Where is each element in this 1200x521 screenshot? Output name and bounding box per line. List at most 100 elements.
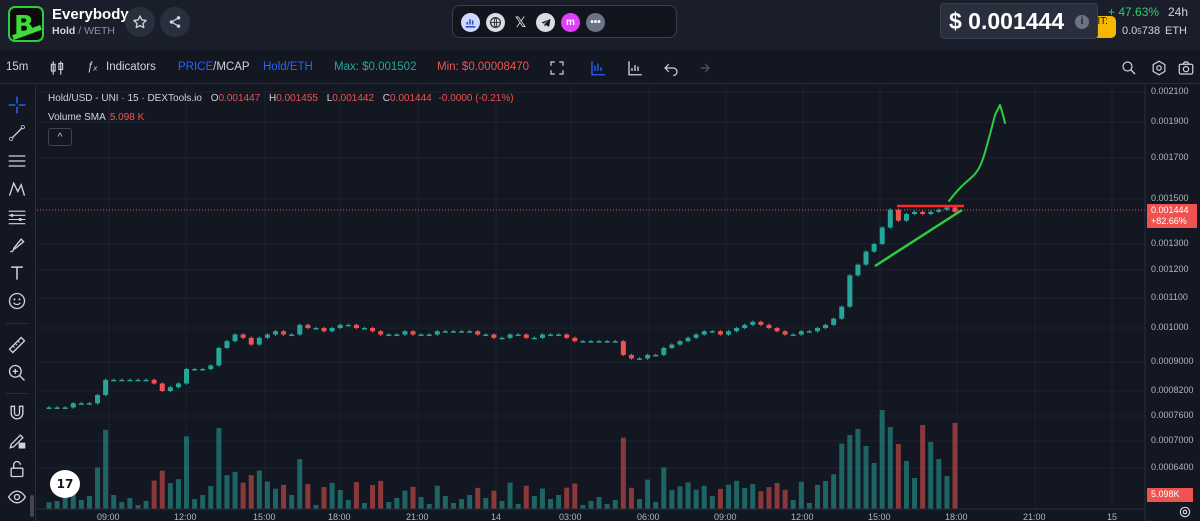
candle xyxy=(709,329,715,333)
candle-body xyxy=(572,337,578,342)
candle xyxy=(588,339,594,343)
last-price-tag: 0.001444 +82.66% xyxy=(1147,204,1197,228)
candle-body xyxy=(831,318,837,325)
info-icon[interactable]: i xyxy=(1075,15,1089,29)
fullscreen-icon[interactable] xyxy=(548,59,566,77)
volume-bar xyxy=(564,487,570,509)
volume-bar xyxy=(952,423,958,509)
candle-body xyxy=(240,334,246,338)
volume-bar xyxy=(70,486,76,509)
more-icon[interactable]: ••• xyxy=(586,13,605,32)
legend-close: 0.001444 xyxy=(390,93,432,104)
volume-bar xyxy=(78,500,84,509)
candle xyxy=(798,329,804,336)
indicators-button[interactable]: Indicators xyxy=(106,61,156,73)
candle-body xyxy=(839,306,845,319)
candle xyxy=(240,333,246,340)
compare-chart-icon[interactable] xyxy=(626,59,644,77)
candle-body xyxy=(394,334,400,337)
time-axis-label: 18:00 xyxy=(328,512,351,521)
telegram-icon[interactable] xyxy=(536,13,555,32)
volume-bar xyxy=(240,482,246,509)
bar-chart-icon[interactable] xyxy=(589,59,607,77)
volume-bar xyxy=(580,505,586,509)
collapse-legend-button[interactable]: ^ xyxy=(48,128,72,146)
candle xyxy=(483,333,489,337)
candle xyxy=(135,378,141,382)
magnet-icon[interactable] xyxy=(7,403,27,423)
coin-icon[interactable]: m xyxy=(561,13,580,32)
zoom-in-icon[interactable] xyxy=(7,363,27,383)
candle xyxy=(70,401,76,409)
volume-bar xyxy=(588,501,594,509)
pattern-icon[interactable] xyxy=(7,179,27,199)
camera-icon[interactable] xyxy=(1177,59,1195,77)
undo-icon[interactable] xyxy=(662,59,680,77)
candle xyxy=(564,333,570,340)
fib-icon[interactable] xyxy=(7,207,27,227)
text-icon[interactable] xyxy=(7,263,27,283)
candle xyxy=(200,367,206,371)
candle xyxy=(434,329,440,336)
volume-bar xyxy=(273,488,278,509)
volume-bar xyxy=(491,490,497,509)
candle xyxy=(661,346,667,357)
emoji-icon[interactable] xyxy=(7,291,27,311)
axis-settings-icon[interactable] xyxy=(1178,505,1192,519)
candle xyxy=(734,326,740,333)
candle-body xyxy=(86,403,92,405)
x-icon[interactable]: 𝕏 xyxy=(514,14,527,30)
price-option[interactable]: PRICE xyxy=(178,61,214,73)
ruler-icon[interactable] xyxy=(7,335,27,355)
lock-drawing-icon[interactable] xyxy=(7,431,27,451)
candle xyxy=(717,329,723,336)
volume-bar xyxy=(782,489,788,509)
lock-icon[interactable] xyxy=(7,459,27,479)
share-button[interactable] xyxy=(160,7,190,37)
horizontal-lines-icon[interactable] xyxy=(7,151,27,171)
candle-body xyxy=(539,334,545,338)
zoom-icon[interactable] xyxy=(1120,59,1138,77)
interval-selector[interactable]: 15m xyxy=(6,61,29,73)
candle xyxy=(273,329,278,336)
favorite-button[interactable] xyxy=(125,7,155,37)
time-axis-label: 12:00 xyxy=(174,512,197,521)
tradingview-logo[interactable]: 17 xyxy=(50,470,80,498)
legend-open: 0.001447 xyxy=(218,93,261,104)
candle xyxy=(831,317,837,327)
candle-body xyxy=(798,331,804,335)
settings-icon[interactable] xyxy=(1150,59,1168,77)
volume-bar xyxy=(693,489,699,509)
candle-body xyxy=(928,211,934,215)
volume-bar xyxy=(653,502,659,509)
crosshair-icon[interactable] xyxy=(7,95,27,115)
brush-icon[interactable] xyxy=(7,235,27,255)
candle xyxy=(790,333,796,337)
candle-type-icon[interactable] xyxy=(48,59,66,77)
volume-bar xyxy=(475,487,481,509)
price-chart[interactable] xyxy=(37,85,1200,521)
candle xyxy=(612,339,618,343)
candle xyxy=(442,329,448,333)
volume-bar xyxy=(556,495,562,509)
chart-icon[interactable] xyxy=(461,13,480,32)
candle xyxy=(256,336,262,346)
token-logo: B xyxy=(8,6,44,42)
candle xyxy=(758,320,764,327)
candle-body xyxy=(588,341,594,343)
toolbar-scrollbar[interactable] xyxy=(30,495,34,517)
support-trendline-annotation xyxy=(874,208,963,268)
volume-bar xyxy=(806,503,812,509)
mcap-option[interactable]: /MCAP xyxy=(213,61,250,73)
pair-toggle[interactable]: Hold/ETH xyxy=(263,61,313,73)
eye-icon[interactable] xyxy=(7,487,27,507)
candle-body xyxy=(361,328,367,330)
candle xyxy=(823,323,829,330)
globe-icon[interactable] xyxy=(486,13,505,32)
redo-icon[interactable] xyxy=(694,59,712,77)
candle-body xyxy=(232,334,238,342)
candle xyxy=(863,250,869,266)
trend-line-icon[interactable] xyxy=(7,123,27,143)
price-mcap-toggle[interactable]: PRICE/MCAP xyxy=(178,61,250,73)
candle-body xyxy=(782,331,788,335)
